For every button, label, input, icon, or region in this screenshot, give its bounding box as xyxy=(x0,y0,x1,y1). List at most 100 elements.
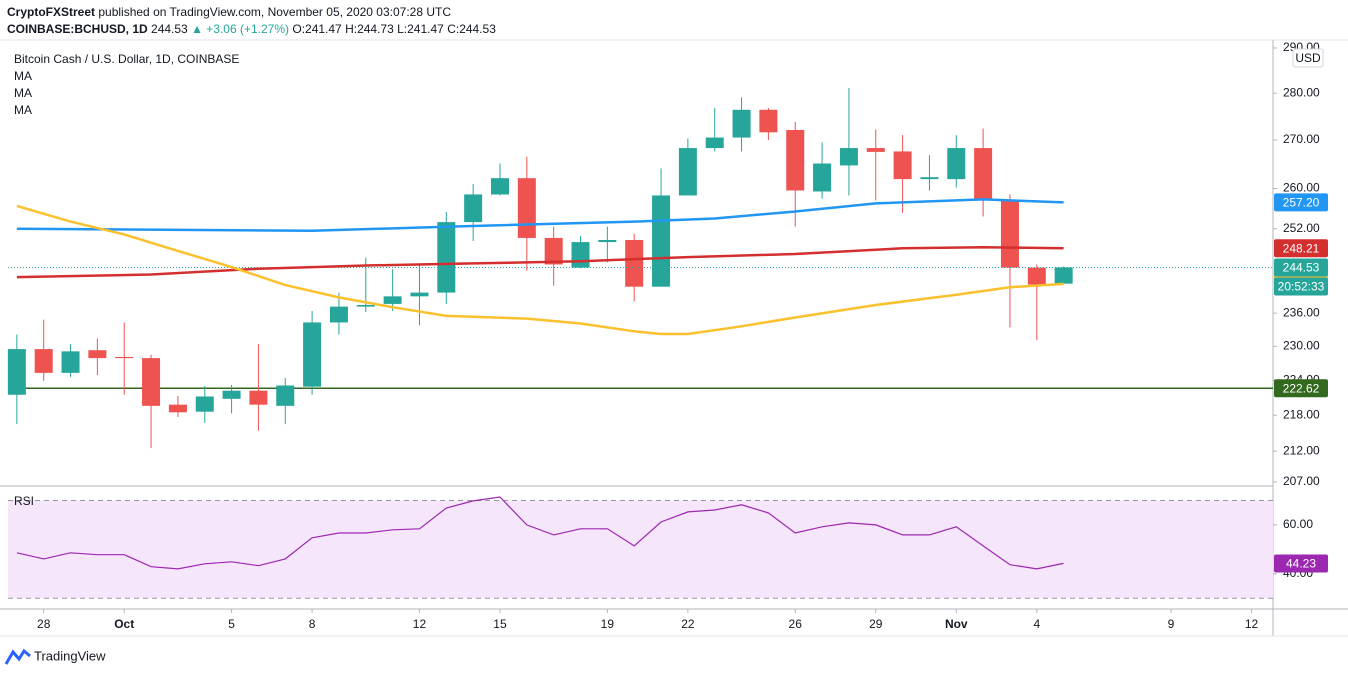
candle-body xyxy=(61,351,80,373)
candle-body xyxy=(893,151,912,180)
candle-body xyxy=(115,356,134,359)
candle-body xyxy=(678,148,697,196)
ma-price-label: 257.20 xyxy=(1283,196,1320,210)
candle-body xyxy=(705,137,724,149)
y-tick-label: 218.00 xyxy=(1283,407,1320,421)
ma-price-label-box xyxy=(1274,239,1328,258)
x-tick-label: 4 xyxy=(1033,617,1040,631)
y-tick-label: 270.00 xyxy=(1283,132,1320,146)
candle-body xyxy=(464,194,483,223)
rsi-band-fill xyxy=(8,500,1273,599)
last-price: 244.53 xyxy=(151,22,188,36)
x-tick-label: 5 xyxy=(228,617,235,631)
moving-average xyxy=(16,204,1064,336)
x-tick-label: 22 xyxy=(681,617,695,631)
countdown-label: 20:52:33 xyxy=(1278,280,1325,294)
y-tick-label: 60.00 xyxy=(1283,517,1313,531)
candle-body xyxy=(866,148,885,152)
legend-entry: MA xyxy=(14,69,32,83)
candle-body xyxy=(168,404,187,413)
candle-body xyxy=(517,178,536,238)
high: H:244.73 xyxy=(345,22,394,36)
candle-body xyxy=(759,109,778,133)
candle-body xyxy=(839,148,858,166)
candle-body xyxy=(947,148,966,180)
x-tick-label: 12 xyxy=(413,617,427,631)
y-tick-label: 212.00 xyxy=(1283,443,1320,457)
logo-mark xyxy=(4,648,31,665)
candle-body xyxy=(786,129,805,191)
close: C:244.53 xyxy=(447,22,496,36)
x-tick-label: 15 xyxy=(493,617,507,631)
y-tick-label: 252.00 xyxy=(1283,221,1320,235)
x-tick-label: 8 xyxy=(309,617,316,631)
y-tick-label: 260.00 xyxy=(1283,181,1320,195)
candle-body xyxy=(732,109,751,138)
y-tick-label: 230.00 xyxy=(1283,338,1320,352)
candle-body xyxy=(652,195,671,287)
x-tick-label: 29 xyxy=(869,617,883,631)
candle-body xyxy=(598,240,617,243)
candle-body xyxy=(974,148,993,201)
candle-body xyxy=(813,163,832,192)
x-tick-label: Oct xyxy=(114,617,134,631)
published: published on TradingView.com, November 0… xyxy=(98,5,451,19)
currency-box xyxy=(1292,48,1324,68)
candle-body xyxy=(303,322,322,387)
x-tick-label: 12 xyxy=(1245,617,1259,631)
candle-body xyxy=(410,292,429,297)
candle-body xyxy=(249,390,268,405)
horizontal-line-label: 222.62 xyxy=(1283,381,1320,395)
chart-title: Bitcoin Cash / U.S. Dollar, 1D, COINBASE xyxy=(14,52,239,66)
x-tick-label: 19 xyxy=(601,617,615,631)
candle-body xyxy=(276,385,295,406)
horizontal-line-label-box xyxy=(1274,379,1328,398)
candle-body xyxy=(356,304,375,307)
x-tick-label: 28 xyxy=(37,617,51,631)
candle-body xyxy=(142,358,161,406)
header-line: CryptoFXStreet published on TradingView.… xyxy=(7,5,451,19)
x-tick-label: 9 xyxy=(1168,617,1175,631)
candle-body xyxy=(1054,267,1073,284)
candle-body xyxy=(34,349,53,373)
candle-body xyxy=(571,242,590,268)
candle-body xyxy=(383,296,402,304)
candle-body xyxy=(222,390,241,399)
rsi-value-label-box xyxy=(1274,554,1328,573)
rsi-value-label: 44.23 xyxy=(1286,557,1316,571)
last-price-label-box xyxy=(1274,258,1328,277)
rsi-title: RSI xyxy=(14,494,34,508)
candle-body xyxy=(7,349,26,395)
candle-body xyxy=(1000,200,1019,268)
candle-body xyxy=(195,396,214,412)
moving-average xyxy=(16,198,1064,233)
tradingview-logo: TradingView xyxy=(4,648,106,665)
change: ▲ +3.06 (+1.27%) xyxy=(191,22,289,36)
countdown-label-box xyxy=(1274,277,1328,296)
candle-body xyxy=(490,178,509,195)
y-tick-label: 236.00 xyxy=(1283,305,1320,319)
candle-body xyxy=(920,177,939,180)
currency: USD xyxy=(1295,51,1321,65)
legend-entry: MA xyxy=(14,86,32,100)
x-tick-label: Nov xyxy=(945,617,968,631)
rsi-line xyxy=(16,496,1064,570)
symbol-line: COINBASE:BCHUSD, 1D 244.53 ▲ +3.06 (+1.2… xyxy=(7,22,496,36)
candle-body xyxy=(625,240,644,287)
moving-average xyxy=(16,245,1064,279)
y-tick-label: 207.00 xyxy=(1283,474,1320,488)
low: L:241.47 xyxy=(397,22,444,36)
open: O:241.47 xyxy=(292,22,342,36)
ma-price-label-box xyxy=(1274,193,1328,212)
candle-body xyxy=(88,350,107,359)
ma-price-label: 248.21 xyxy=(1283,241,1320,255)
candle-body xyxy=(329,306,348,323)
x-tick-label: 26 xyxy=(789,617,803,631)
legend-entry: MA xyxy=(14,103,32,117)
y-tick-label: 280.00 xyxy=(1283,85,1320,99)
footer-brand: TradingView xyxy=(34,648,106,663)
candle-body xyxy=(544,237,563,265)
symbol: COINBASE:BCHUSD, 1D xyxy=(7,22,148,36)
